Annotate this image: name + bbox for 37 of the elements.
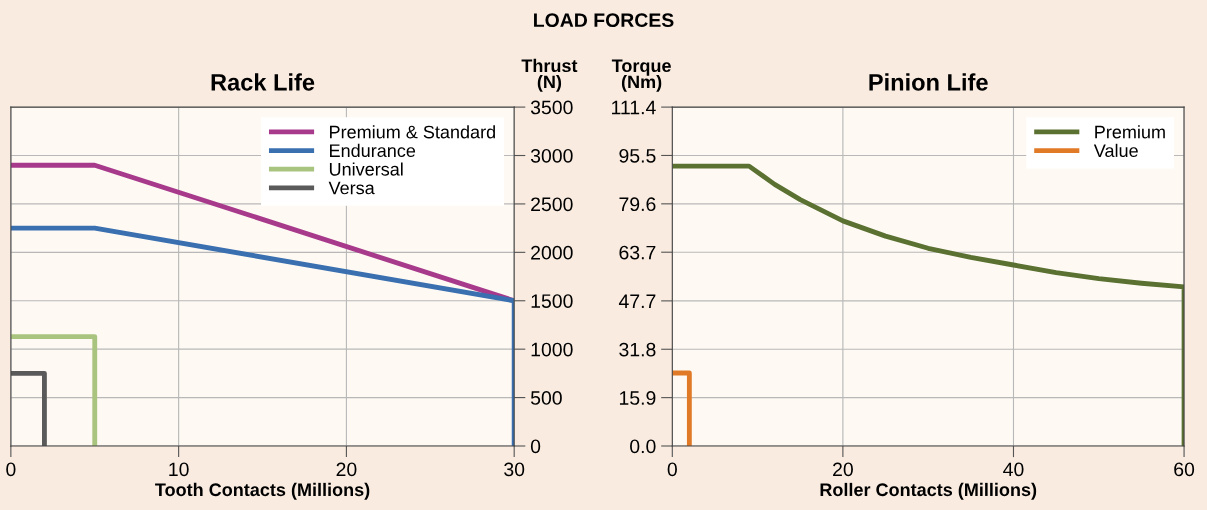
y-tick-label: 47.7	[618, 294, 656, 308]
y-tick-label: 2500	[531, 197, 573, 212]
legend-label: Versa	[328, 181, 375, 195]
x-tick-label: 20	[336, 462, 357, 477]
y-tick-label: 0.0	[630, 439, 656, 454]
x-tick-label: 60	[1174, 462, 1195, 477]
x-tick-label: 20	[833, 462, 853, 477]
x-tick-label: 40	[1003, 462, 1024, 477]
y-tick-label: 0	[530, 439, 541, 454]
x-tick-label: 0	[6, 462, 16, 477]
y-tick-label: 3000	[530, 148, 573, 163]
y-tick-label: 31.8	[619, 342, 656, 357]
x-tick-label: 0	[667, 462, 677, 477]
legend-label: Universal	[329, 162, 403, 176]
y-tick-label: 95.5	[619, 148, 656, 163]
x-axis-title: Roller Contacts (Millions)	[820, 482, 1037, 500]
y-tick-label: 1000	[531, 342, 573, 357]
y-tick-label: 1500	[531, 294, 573, 308]
chart-title: Pinion Life	[869, 73, 988, 91]
legend-label: Value	[1093, 143, 1138, 158]
legend-label: Endurance	[330, 143, 416, 158]
y-tick-label: 79.6	[619, 197, 656, 212]
y-tick-label: 15.9	[619, 391, 656, 405]
y-tick-label: 500	[530, 391, 562, 405]
y-tick-label: 63.7	[619, 245, 656, 260]
legend-label: Premium & Standard	[330, 125, 495, 139]
y-axis-title: Torque (Nm)	[611, 59, 671, 92]
y-tick-label: 2000	[531, 245, 573, 260]
y-tick-label: 3500	[530, 100, 573, 115]
legend-label: Premium	[1095, 125, 1165, 139]
y-axis-title: Thrust (N)	[521, 58, 578, 92]
x-axis-title: Tooth Contacts (Millions)	[155, 482, 370, 500]
chart-title: Rack Life	[211, 73, 315, 91]
text: LOAD FORCES	[534, 13, 674, 28]
x-tick-label: 10	[169, 462, 189, 477]
y-tick-label: 111.4	[612, 100, 656, 115]
x-tick-label: 30	[504, 462, 525, 477]
